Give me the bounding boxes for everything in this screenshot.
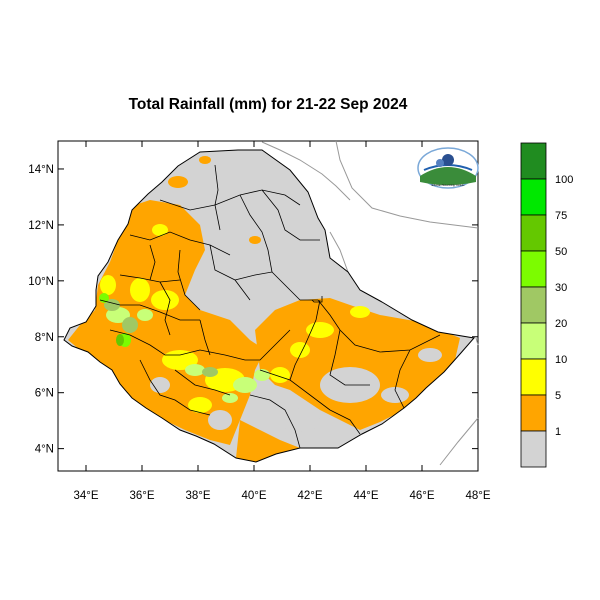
institute-logo: Ethiopian Meteorology Institute <box>417 147 479 189</box>
legend-label: 1 <box>555 426 561 438</box>
lon-tick-label: 42°E <box>297 490 322 502</box>
lon-tick-label: 34°E <box>73 490 98 502</box>
lon-tick-label: 46°E <box>409 490 434 502</box>
legend-swatch <box>520 214 547 252</box>
lat-tick-label: 12°N <box>28 220 54 232</box>
lat-tick-labels: 14°N 12°N 10°N 8°N 6°N 4°N <box>28 164 54 456</box>
legend-swatch <box>520 430 547 468</box>
legend-swatch <box>520 322 547 360</box>
legend-label: 5 <box>555 390 561 402</box>
legend-swatch <box>520 286 547 324</box>
rainfall-overlay <box>68 156 460 462</box>
neighbour-borders <box>261 140 479 466</box>
lon-tick-label: 48°E <box>465 490 490 502</box>
legend-label: 100 <box>555 174 573 186</box>
lat-tick-label: 6°N <box>35 388 54 400</box>
axis-ticks <box>58 141 479 471</box>
lon-tick-label: 40°E <box>241 490 266 502</box>
legend-label: 50 <box>555 246 567 258</box>
logo-caption: Ethiopian Meteorology Institute <box>432 184 465 187</box>
lon-tick-labels: 34°E 36°E 38°E 40°E 42°E 44°E 46°E 48°E <box>73 490 490 502</box>
legend-swatch <box>520 358 547 396</box>
legend: 100 75 50 30 20 10 5 1 <box>520 142 573 468</box>
lat-tick-label: 8°N <box>35 332 54 344</box>
admin-boundaries <box>63 149 475 463</box>
legend-label: 20 <box>555 318 567 330</box>
lon-tick-label: 38°E <box>185 490 210 502</box>
legend-swatch <box>520 178 547 216</box>
legend-swatch <box>520 250 547 288</box>
lat-tick-label: 14°N <box>28 164 54 176</box>
map-title: Total Rainfall (mm) for 21-22 Sep 2024 <box>128 96 408 113</box>
legend-swatch <box>520 142 547 180</box>
lon-tick-label: 44°E <box>353 490 378 502</box>
legend-label: 10 <box>555 354 567 366</box>
lat-tick-label: 10°N <box>28 276 54 288</box>
lon-tick-label: 36°E <box>129 490 154 502</box>
legend-label: 30 <box>555 282 567 294</box>
legend-swatch <box>520 394 547 432</box>
lat-tick-label: 4°N <box>35 444 54 456</box>
legend-label: 75 <box>555 210 567 222</box>
